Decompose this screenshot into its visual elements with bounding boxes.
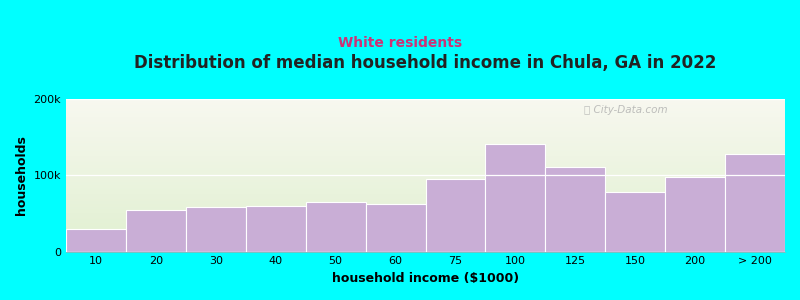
Bar xyxy=(486,145,546,252)
Bar xyxy=(126,209,186,252)
X-axis label: household income ($1000): household income ($1000) xyxy=(332,272,519,285)
Bar xyxy=(246,206,306,252)
Bar xyxy=(426,179,486,252)
Bar xyxy=(665,177,725,252)
Bar xyxy=(546,167,606,252)
Text: Ⓜ City-Data.com: Ⓜ City-Data.com xyxy=(584,105,667,115)
Bar xyxy=(606,192,665,252)
Text: White residents: White residents xyxy=(338,36,462,50)
Title: Distribution of median household income in Chula, GA in 2022: Distribution of median household income … xyxy=(134,54,717,72)
Bar xyxy=(366,204,426,252)
Bar xyxy=(306,202,366,252)
Bar xyxy=(66,229,126,252)
Bar xyxy=(725,154,785,252)
Y-axis label: households: households xyxy=(15,135,28,215)
Bar xyxy=(186,207,246,252)
